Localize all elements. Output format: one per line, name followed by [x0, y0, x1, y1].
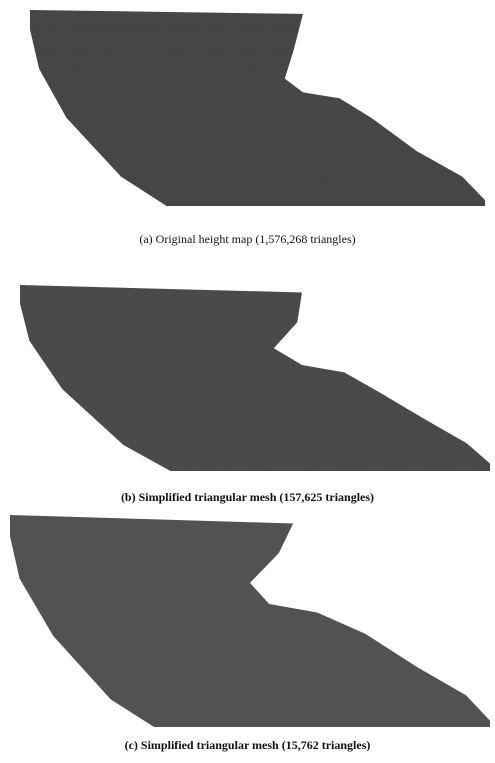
mesh-image — [10, 515, 490, 727]
height-map-image — [30, 10, 485, 206]
caption: (b) Simplified triangular mesh (157,625 … — [0, 490, 495, 505]
caption: (a) Original height map (1,576,268 trian… — [0, 232, 495, 247]
mesh-image — [20, 285, 490, 471]
caption: (c) Simplified triangular mesh (15,762 t… — [0, 738, 495, 753]
figure-page: (a) Original height map (1,576,268 trian… — [0, 0, 495, 763]
